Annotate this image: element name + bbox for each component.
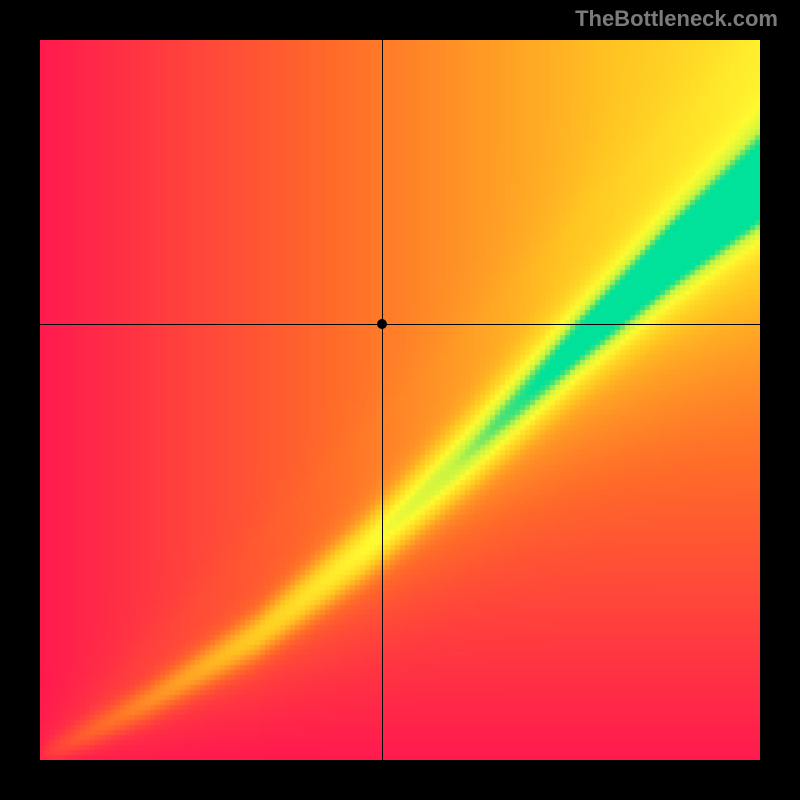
- heatmap-plot: [40, 40, 760, 760]
- crosshair-horizontal: [40, 324, 760, 325]
- heatmap-canvas: [40, 40, 760, 760]
- crosshair-vertical: [382, 40, 383, 760]
- watermark-text: TheBottleneck.com: [575, 6, 778, 32]
- outer-frame: TheBottleneck.com: [0, 0, 800, 800]
